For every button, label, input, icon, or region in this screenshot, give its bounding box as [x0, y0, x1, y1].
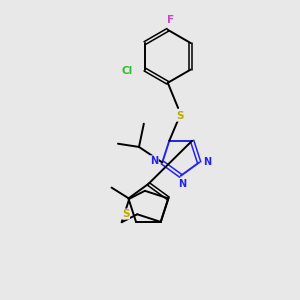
Text: N: N	[178, 179, 186, 189]
Text: S: S	[176, 111, 184, 121]
Text: N: N	[150, 156, 158, 166]
Text: N: N	[203, 158, 211, 167]
Text: F: F	[167, 15, 175, 25]
Text: S: S	[122, 209, 130, 219]
Text: Cl: Cl	[122, 66, 133, 76]
